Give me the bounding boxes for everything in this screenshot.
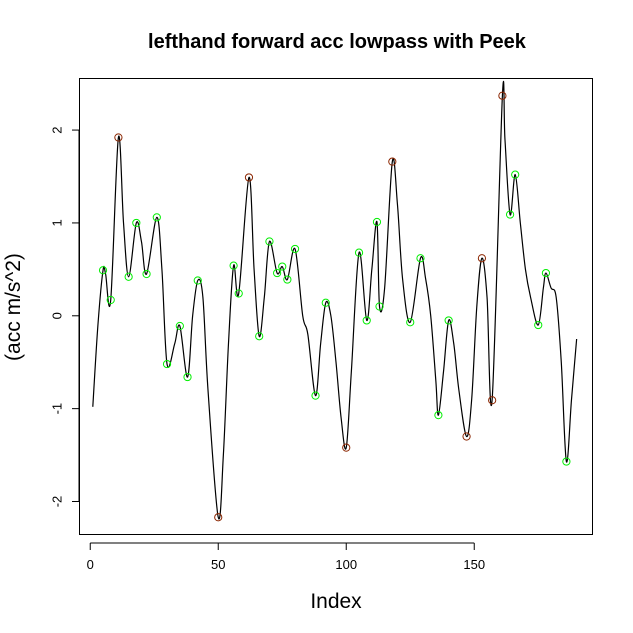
extrema-point [511, 170, 520, 179]
y-tick-label: 0 [50, 312, 65, 319]
peak-point [114, 133, 123, 142]
x-axis-label: Index [310, 590, 362, 613]
x-tick-label: 150 [463, 557, 485, 572]
extrema-point [534, 320, 543, 330]
y-tick-label: 1 [50, 219, 65, 226]
peak-point [477, 254, 487, 263]
extrema-point [132, 218, 141, 228]
extrema-point [265, 237, 274, 246]
extrema-point [175, 321, 184, 331]
y-axis: -2 -1 0 1 2 [50, 126, 80, 507]
extrema-point [434, 411, 443, 420]
extrema-point [106, 295, 115, 305]
y-tick-label: 2 [50, 126, 65, 133]
extrema-point [362, 316, 371, 325]
x-axis: 0 50 100 150 [87, 542, 485, 572]
extrema-point [152, 213, 161, 222]
extrema-point [541, 268, 551, 278]
extrema-point [416, 254, 425, 263]
x-tick-label: 0 [87, 557, 94, 572]
peak-markers [114, 91, 507, 522]
extrema-point [505, 210, 515, 219]
extrema-point [354, 248, 364, 257]
extrema-point [562, 457, 571, 466]
extrema-point [321, 298, 330, 307]
chart-title: lefthand forward acc lowpass with Peek [148, 31, 527, 53]
y-tick-label: -1 [50, 403, 65, 415]
extrema-point [283, 275, 292, 284]
peak-point [462, 432, 471, 441]
extrema-point [406, 318, 415, 327]
peak-point [498, 91, 507, 100]
extrema-point [255, 332, 264, 341]
extrema-point [278, 262, 287, 271]
peak-point [244, 173, 254, 182]
peak-point [214, 513, 223, 522]
extrema-point [98, 266, 108, 275]
extrema-markers [98, 170, 571, 466]
series-group [92, 80, 578, 520]
series-line-acc [92, 80, 578, 520]
extrema-point [234, 289, 243, 298]
extrema-point [193, 276, 202, 285]
y-axis-label: (acc m/s^2) [2, 253, 25, 361]
extrema-point [273, 268, 282, 278]
extrema-point [372, 217, 382, 227]
y-tick-label: -2 [50, 496, 65, 508]
extrema-point [142, 269, 151, 279]
extrema-point [375, 302, 384, 311]
extrema-point [124, 272, 133, 281]
x-tick-label: 100 [335, 557, 357, 572]
extrema-point [444, 316, 453, 325]
extrema-point [229, 261, 238, 270]
peak-point [488, 396, 497, 405]
peak-point [342, 443, 351, 452]
extrema-point [183, 372, 192, 382]
extrema-point [290, 244, 300, 254]
extrema-point [162, 359, 172, 369]
extrema-point [311, 391, 320, 400]
peak-point [388, 157, 397, 166]
x-tick-label: 50 [211, 557, 225, 572]
